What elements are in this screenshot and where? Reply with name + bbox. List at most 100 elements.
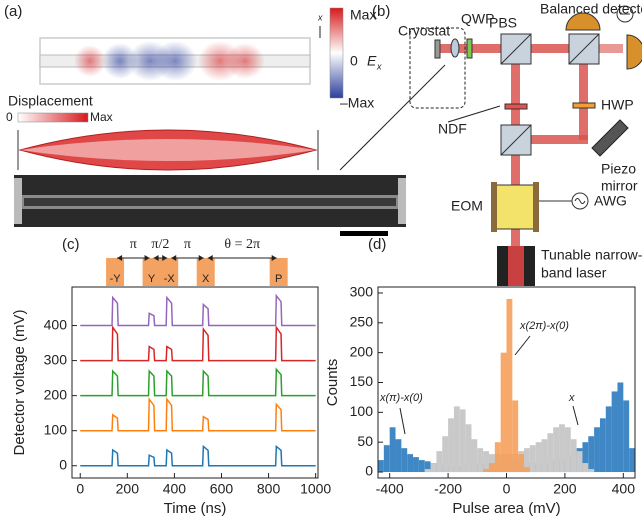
trace — [80, 325, 316, 362]
y-tick-label: 250 — [350, 314, 374, 330]
hist-bar — [605, 406, 612, 473]
displacement-colorbar — [17, 112, 89, 123]
ndf — [504, 103, 528, 110]
axis-label: x — [317, 12, 323, 22]
interval-label: π/2 — [151, 237, 169, 252]
hist-bar — [564, 427, 571, 473]
eom — [494, 184, 536, 230]
y-tick-label: 150 — [350, 373, 374, 389]
x-tick-label: 200 — [116, 481, 140, 497]
hist-bar — [524, 448, 530, 473]
hist-bar — [442, 436, 449, 473]
hist-bar — [570, 439, 577, 473]
hist-bar — [500, 352, 507, 473]
x-tick-label: 400 — [163, 481, 187, 497]
hist-bar — [413, 457, 419, 473]
interval-label: θ = 2π — [224, 237, 260, 252]
hist-bar — [599, 418, 606, 473]
x-tick-label: -400 — [376, 481, 404, 497]
interval-label: π — [184, 237, 191, 252]
y-tick-label: 200 — [44, 386, 68, 402]
hist-bar — [483, 469, 489, 473]
x-tick-label: 800 — [257, 481, 281, 497]
piezo-mirror — [591, 119, 629, 157]
x-tick-label: 200 — [553, 481, 577, 497]
hist-bar — [424, 469, 431, 473]
hist-annotations: x(π)-x(0) x(2π)-x(0) x — [379, 320, 579, 435]
hist-bar — [588, 436, 595, 473]
hist-bar — [453, 406, 460, 473]
x-tick-label: 400 — [612, 481, 636, 497]
trace — [80, 444, 316, 467]
hist-bar — [535, 442, 542, 473]
panel-label: (c) — [62, 236, 80, 253]
pulse-label: X — [202, 273, 210, 285]
detector-1 — [565, 12, 601, 31]
hist-bar — [401, 448, 408, 473]
x-tick-label: 600 — [210, 481, 234, 497]
hist-bar — [494, 442, 501, 473]
pulse-box — [269, 258, 288, 286]
arrow-head — [153, 255, 168, 261]
hist-bar — [459, 409, 466, 473]
pulse-box — [106, 258, 125, 286]
annotation: x — [568, 392, 575, 404]
y-tick-label: 300 — [44, 351, 68, 367]
hist-bar — [488, 463, 495, 473]
hist-bar — [629, 448, 635, 473]
y-tick-label: 0 — [365, 463, 373, 479]
plot-frame — [71, 286, 319, 479]
field-symbol: E — [367, 53, 377, 69]
hist-bar — [407, 454, 414, 473]
annotation-arrow — [399, 407, 406, 435]
colorbar-min: –Max — [340, 95, 374, 111]
hist-bar — [471, 439, 478, 473]
hist-bar — [389, 427, 396, 473]
y-tick-label: 300 — [350, 284, 374, 300]
hist-bar — [436, 451, 443, 473]
annotation-arrow — [572, 405, 579, 426]
displacement-min: 0 — [6, 110, 13, 124]
panel-a: (a) x Max 0 E x –Max Displacement 0 Max — [4, 3, 446, 236]
trace — [80, 293, 316, 327]
interval-label: π — [130, 237, 137, 252]
component-label: band laser — [541, 265, 607, 281]
panel-label: (b) — [372, 3, 390, 20]
x-axis-title: Time (ns) — [164, 500, 227, 517]
hwp — [572, 102, 596, 109]
x-axis-title: Pulse area (mV) — [452, 500, 560, 517]
y-tick-label: 100 — [44, 421, 68, 437]
hist-bar — [576, 451, 583, 473]
component-label: PBS — [489, 15, 517, 31]
detector-2 — [626, 34, 642, 70]
y-axis-title: Counts — [324, 359, 341, 407]
x-tick-label: 1000 — [300, 481, 331, 497]
hist-bar — [395, 439, 402, 473]
scale-bar — [340, 231, 388, 236]
field-map — [39, 37, 311, 85]
hist-bar — [559, 424, 565, 473]
hist-bar — [594, 427, 600, 473]
pulse-label: -X — [164, 273, 176, 285]
colorbar-zero: 0 — [350, 53, 358, 69]
pulse-label: P — [275, 273, 282, 285]
pulse-label: -Y — [110, 273, 122, 285]
sem-image — [14, 175, 406, 227]
x-tick-label: -200 — [434, 481, 462, 497]
y-tick-label: 200 — [350, 343, 374, 359]
hist-bar — [465, 424, 472, 473]
hist-bar — [430, 463, 437, 473]
component-label: mirror — [601, 178, 638, 194]
hist-bar — [418, 460, 425, 473]
qwp — [466, 38, 473, 59]
hist-bar — [483, 451, 489, 473]
y-tick-label: 0 — [59, 456, 67, 472]
x-tick-label: 0 — [503, 481, 511, 497]
hist-bar — [541, 439, 548, 473]
trace — [80, 367, 316, 397]
pulse-label: Y — [148, 273, 156, 285]
pulse-box — [142, 258, 161, 286]
hist-bar — [547, 433, 554, 473]
